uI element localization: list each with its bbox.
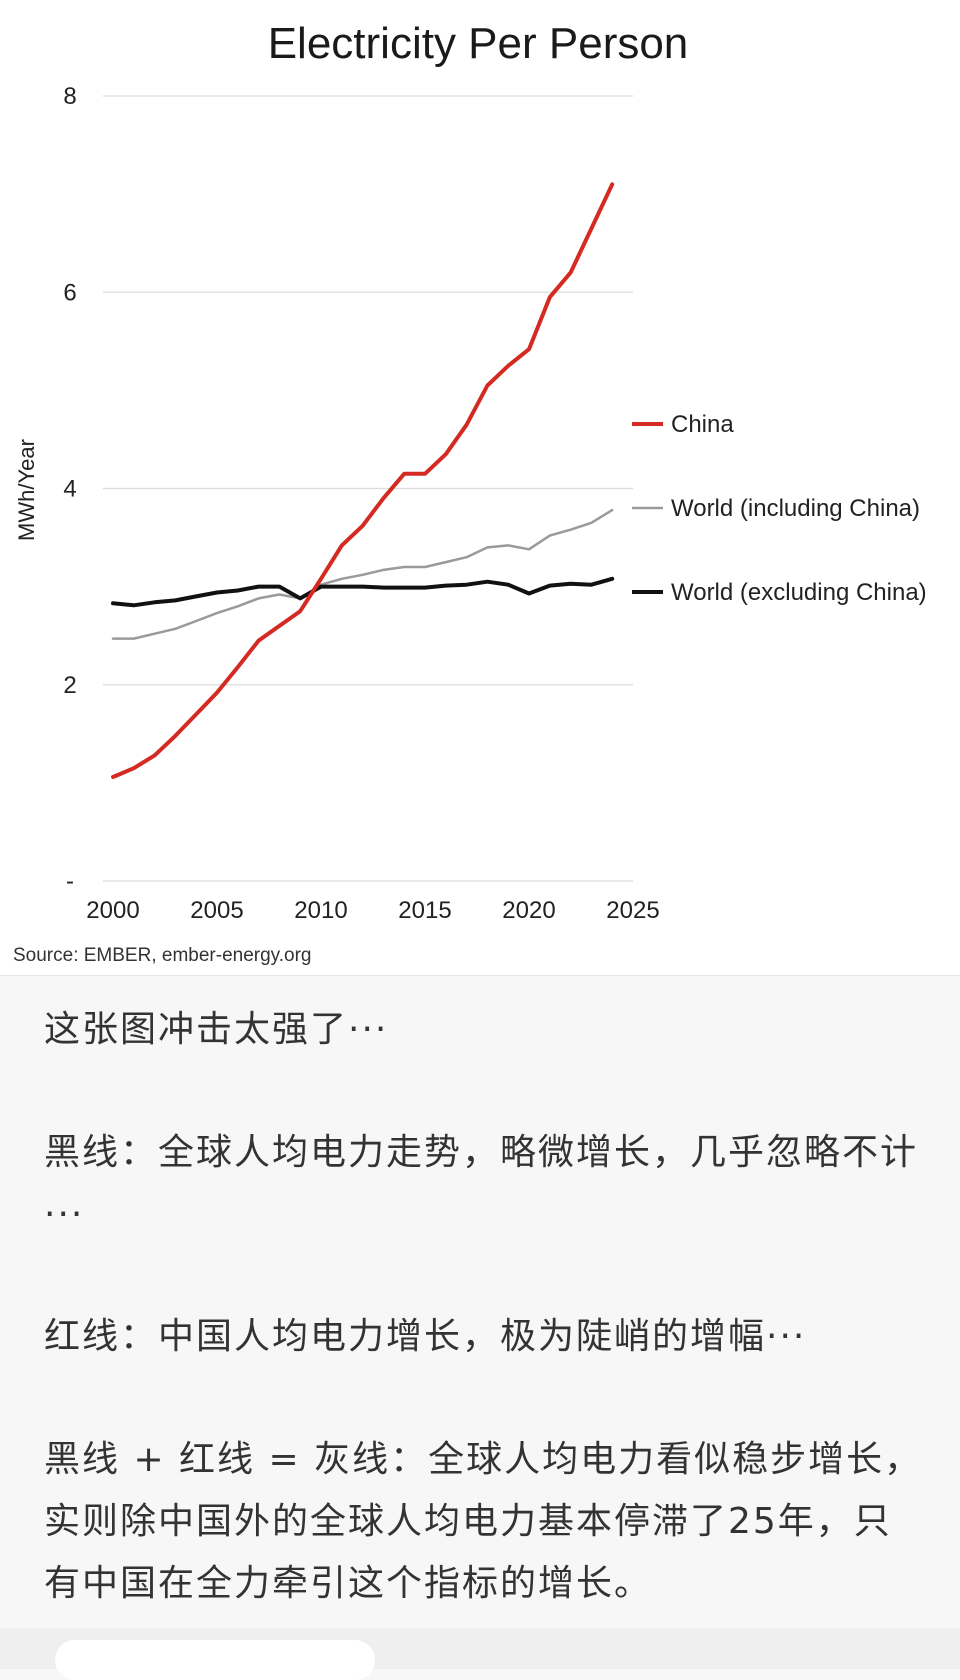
legend-label: World (including China): [671, 495, 920, 522]
post-paragraph-gray-line: 黑线 + 红线 = 灰线：全球人均电力看似稳步增长，实则除中国外的全球人均电力基…: [44, 1439, 923, 1604]
x-tick-label: 2015: [398, 897, 451, 924]
y-tick-label: 8: [63, 83, 76, 110]
series-line-world-excluding-china: [111, 576, 615, 608]
series-line-world-including-china: [111, 508, 614, 640]
chart-card: Electricity Per Person - 2 4 6 8 2000 2005 2010…: [0, 19, 960, 976]
y-tick-label: -: [66, 868, 74, 895]
legend: China World (including China) World (exclu…: [632, 411, 927, 606]
legend-label: China: [671, 411, 734, 438]
y-tick-label: 6: [63, 279, 76, 306]
series-line-china: [111, 182, 615, 779]
line-chart: Electricity Per Person - 2 4 6 8 2000 2005 2010…: [13, 19, 927, 966]
y-tick-label: 4: [63, 476, 76, 503]
source-note: Source: EMBER, ember-energy.org: [13, 945, 312, 966]
axis-ticks: - 2 4 6 8 2000 2005 2010 2015 2020 2025: [63, 83, 659, 924]
x-tick-label: 2010: [294, 897, 347, 924]
x-tick-label: 2005: [190, 897, 243, 924]
x-tick-label: 2000: [86, 897, 139, 924]
post-paragraph-black-line: 黑线：全球人均电力走势，略微增长，几乎忽略不计···: [44, 1132, 919, 1235]
post-paragraph-red-line: 红线：中国人均电力增长，极为陡峭的增幅···: [44, 1316, 807, 1357]
y-tick-label: 2: [63, 672, 76, 699]
footer-bar: [0, 1628, 960, 1680]
x-tick-label: 2020: [502, 897, 555, 924]
comment-input-pill[interactable]: [55, 1640, 375, 1680]
chart-title: Electricity Per Person: [268, 19, 689, 68]
x-tick-label: 2025: [606, 897, 659, 924]
post-paragraph-intro: 这张图冲击太强了···: [44, 1009, 389, 1050]
series-lines: [111, 182, 615, 779]
y-axis-label: MWh/Year: [14, 439, 39, 541]
gridlines: [103, 95, 633, 882]
legend-label: World (excluding China): [671, 579, 927, 606]
post-body: 这张图冲击太强了··· 黑线：全球人均电力走势，略微增长，几乎忽略不计··· 红…: [0, 976, 960, 1628]
